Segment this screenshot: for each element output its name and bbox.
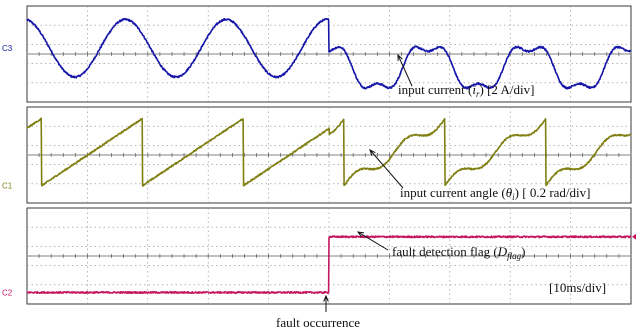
level-marker	[632, 233, 636, 240]
panel-c3: C3	[2, 5, 632, 103]
fault-occurrence-label: fault occurrence	[276, 315, 361, 330]
annotation-arrow	[357, 231, 389, 251]
scope-panels: C3 C1 C2	[2, 5, 636, 305]
trace-c3	[26, 17, 632, 90]
timebase-label: [10ms/div]	[549, 280, 607, 295]
fault-flag-label: fault detection flag (Dflag)	[392, 244, 526, 261]
annotation-arrow	[369, 149, 404, 189]
annotation-arrowhead	[356, 231, 365, 238]
annotation-arrow	[397, 54, 413, 87]
channel-label: C3	[2, 44, 13, 53]
trace-c2	[26, 235, 632, 294]
panel-c1: C1	[2, 106, 632, 204]
panel-c2: C2	[2, 207, 636, 305]
channel-label: C1	[2, 182, 13, 191]
current-angle-label: input current angle (θi) [ 0.2 rad/div]	[400, 185, 591, 202]
channel-label: C2	[2, 288, 13, 297]
annotation-arrows	[323, 53, 413, 312]
trace-c1	[26, 117, 632, 187]
input-current-label: input current (ir) [2 A/div]	[398, 82, 535, 99]
annotation-arrowhead	[397, 53, 403, 62]
annotation-arrowhead	[323, 294, 329, 302]
annotation-arrowhead	[369, 149, 376, 156]
